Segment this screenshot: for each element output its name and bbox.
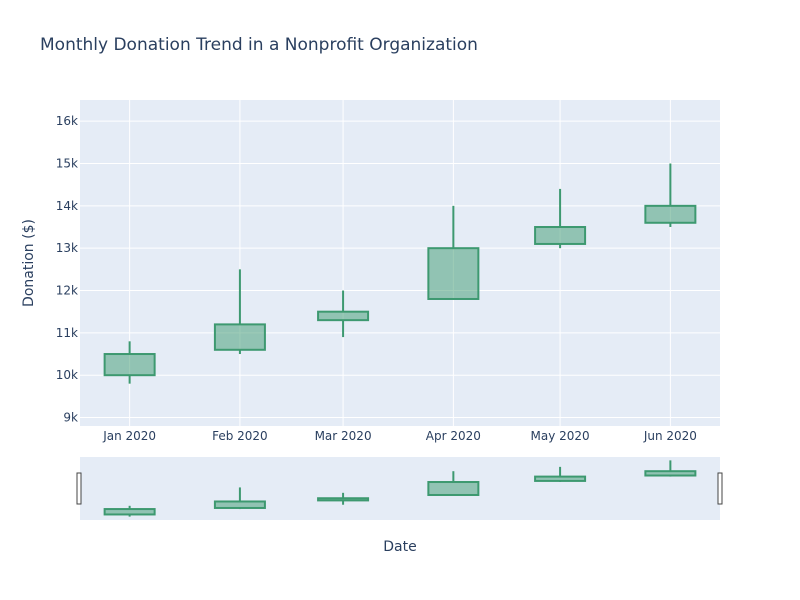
candle-body: [317, 310, 370, 322]
candle: [534, 188, 587, 249]
candle-body: [427, 481, 480, 496]
range-slider[interactable]: [80, 457, 720, 520]
candle: [213, 269, 266, 355]
candle-body: [317, 497, 370, 502]
candle-body: [644, 204, 697, 224]
mini-candle: [103, 505, 156, 517]
y-tick-label: 9k: [63, 411, 78, 425]
y-tick-label: 11k: [56, 326, 78, 340]
mini-candle: [427, 471, 480, 496]
y-tick-label: 12k: [56, 284, 78, 298]
candle-body: [427, 247, 480, 300]
mini-candle: [644, 460, 697, 477]
mini-candle: [213, 487, 266, 510]
candle: [103, 341, 156, 384]
candle-body: [534, 475, 587, 482]
candle-body: [103, 508, 156, 516]
y-tick-label: 15k: [56, 157, 78, 171]
candle: [317, 290, 370, 338]
y-gridlines: [80, 120, 720, 419]
candle-body: [644, 470, 697, 477]
y-tick-label: 14k: [56, 199, 78, 213]
candle-body: [213, 323, 266, 351]
range-slider-left-handle[interactable]: [76, 472, 82, 505]
x-tick-label: May 2020: [531, 429, 590, 443]
y-tick-label: 16k: [56, 114, 78, 128]
candle: [427, 205, 480, 300]
candle-body: [103, 353, 156, 377]
y-axis-title: Donation ($): [21, 219, 37, 307]
x-axis-title: Date: [383, 539, 416, 555]
y-tick-labels: 9k 10k 11k 12k 13k 14k 15k 16k: [56, 114, 78, 424]
y-tick-label: 10k: [56, 368, 78, 382]
mini-candle: [534, 466, 587, 483]
mini-candle: [317, 492, 370, 505]
y-tick-label: 13k: [56, 241, 78, 255]
x-tick-label: Jun 2020: [643, 429, 697, 443]
x-tick-label: Mar 2020: [315, 429, 372, 443]
candle-body: [213, 500, 266, 509]
range-slider-right-handle[interactable]: [717, 472, 723, 505]
chart-title: Monthly Donation Trend in a Nonprofit Or…: [40, 35, 478, 55]
plot-area: [80, 100, 720, 426]
x-tick-label: Apr 2020: [426, 429, 481, 443]
range-slider-candles: [103, 460, 697, 517]
candles[interactable]: [103, 163, 697, 384]
x-tick-label: Feb 2020: [212, 429, 268, 443]
x-tick-label: Jan 2020: [102, 429, 156, 443]
candle-body: [534, 226, 587, 245]
x-gridlines: [129, 100, 671, 426]
x-tick-labels: Jan 2020 Feb 2020 Mar 2020 Apr 2020 May 2020…: [102, 429, 697, 443]
candle: [644, 163, 697, 228]
